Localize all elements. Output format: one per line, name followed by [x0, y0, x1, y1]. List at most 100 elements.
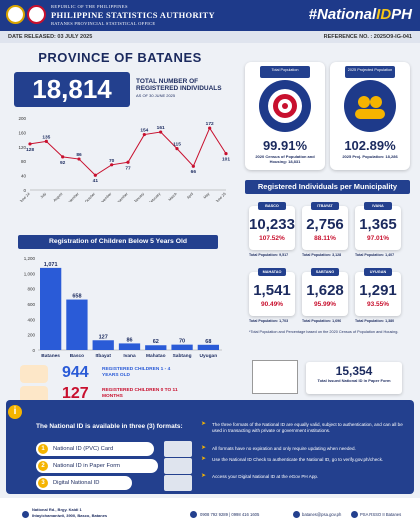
info-bullet: ➤ Use the National ID Check to authentica… — [201, 456, 384, 462]
data-point — [191, 164, 195, 168]
muni-pct: 97.01% — [366, 235, 390, 242]
data-label: 115 — [173, 142, 181, 148]
data-point — [126, 160, 130, 164]
muni-card-ivana: IVANA 1,365 97.01% — [355, 202, 401, 250]
reference-no: REFERENCE NO. : 2025O9-IG-041 — [323, 34, 412, 40]
muni-pop: Total Population: 1,696 — [302, 319, 342, 323]
muni-card-mahatao: MAHATAO 1,541 90.49% — [249, 268, 295, 316]
data-label: 161 — [157, 125, 165, 131]
data-label: 135 — [42, 134, 50, 140]
muni-count: 1,291 — [359, 282, 397, 299]
x-tick-label: Basco — [70, 353, 84, 359]
footer-phone: 0908 792 9289 | 0998 416 1605 — [200, 512, 260, 517]
data-label: 70 — [109, 158, 115, 164]
muni-pop: Total Population: 9,517 — [249, 253, 289, 257]
muni-name: ITBAYAT — [311, 202, 339, 210]
muni-pop: Total Population: 1,380 — [355, 319, 395, 323]
pop-card-note: 2020 Census of Population and Housing: 1… — [255, 154, 315, 164]
data-point — [175, 147, 179, 151]
muni-pop: Total Population: 3,128 — [302, 253, 342, 257]
footer: National Rd., Brgy. Kaidi 1 Ihtayichamani… — [0, 498, 420, 530]
x-tick-label: Batanes — [41, 353, 60, 359]
data-label: 1,071 — [44, 262, 58, 268]
facebook-icon — [351, 511, 358, 518]
data-point — [208, 126, 212, 130]
header-bar: REPUBLIC OF THE PHILIPPINES PHILIPPINE S… — [0, 0, 420, 31]
muni-pct: 95.99% — [313, 301, 337, 308]
x-tick-label: Uyugan — [200, 353, 218, 359]
muni-count: 1,628 — [306, 282, 344, 299]
kids-icon — [20, 365, 48, 383]
paper-id-label: Total Issued National ID in Paper Form — [317, 378, 391, 383]
children-0-11-label: REGISTERED CHILDREN 0 TO 11 MONTHS — [102, 388, 178, 399]
x-tick-label: June 25 — [215, 192, 227, 202]
x-tick-label: Itbayat — [95, 353, 111, 359]
format-label: Digital National ID — [53, 480, 100, 486]
data-point — [77, 157, 81, 161]
x-tick-label: August — [53, 192, 64, 202]
y-tick-label: 120 — [18, 145, 26, 150]
agency-name: PHILIPPINE STATISTICS AUTHORITY — [51, 10, 215, 20]
pop-card-caption: 2025 Projected Population — [345, 66, 395, 78]
data-label: 86 — [126, 337, 132, 343]
children-0-11-count: 127 — [62, 385, 89, 402]
info-icon: i — [8, 405, 22, 419]
muni-pct: 107.52% — [259, 235, 285, 242]
email-icon — [293, 511, 300, 518]
pop-card-pct: 99.91% — [262, 138, 308, 153]
muni-card-uyugan: UYUGAN 1,291 93.55% — [355, 268, 401, 316]
x-tick-label: April — [186, 192, 194, 200]
total-label: TOTAL NUMBER OF REGISTERED INDIVIDUALS — [136, 78, 222, 92]
data-label: 127 — [99, 334, 108, 340]
footer-address: National Rd., Brgy. Kaidi 1 Ihtayichamani… — [32, 507, 108, 518]
paper-id-total: 15,354 Total Issued National ID in Paper… — [306, 362, 402, 394]
muni-pct: 90.49% — [260, 301, 284, 308]
muni-count: 1,541 — [253, 282, 291, 299]
muni-pct: 88.11% — [314, 235, 336, 242]
data-label: 128 — [26, 147, 34, 153]
muni-card-sabtang: SABTANG 1,628 95.99% — [302, 268, 348, 316]
y-tick-label: 600 — [27, 302, 35, 307]
children-1-4-label: REGISTERED CHILDREN 1 - 4 YEARS OLD — [102, 367, 171, 378]
muni-pop: Total Population: 1,407 — [355, 253, 395, 257]
data-label: 101 — [222, 157, 230, 163]
pop-card-census: Total Population 99.91% 2020 Census of P… — [245, 62, 325, 170]
bar — [197, 344, 219, 350]
data-label: 86 — [76, 152, 82, 158]
data-point — [224, 152, 228, 156]
y-tick-label: 80 — [21, 159, 27, 164]
data-label: 66 — [191, 169, 197, 175]
data-label: 62 — [153, 339, 159, 345]
footer-facebook[interactable]: PSA RSSO II Batanes — [360, 512, 402, 517]
formats-title: The National ID is available in three (3… — [36, 423, 183, 430]
digital-id-image — [164, 475, 192, 491]
data-point — [159, 130, 163, 134]
y-tick-label: 400 — [27, 317, 35, 322]
x-tick-label: March — [168, 192, 178, 202]
info-bullet: ➤ All formats have no expiration and only… — [201, 445, 356, 451]
y-tick-label: 160 — [18, 130, 26, 135]
x-tick-label: February — [148, 192, 161, 202]
y-tick-label: 0 — [32, 348, 35, 353]
y-tick-label: 0 — [23, 188, 26, 193]
data-point — [142, 132, 146, 137]
muni-count: 2,756 — [306, 216, 344, 233]
muni-name: SABTANG — [311, 268, 339, 276]
hashtag: #NationalIDPH — [308, 6, 412, 23]
y-tick-label: 1,200 — [24, 256, 36, 261]
paper-id-image — [252, 360, 298, 394]
muni-name: BASCO — [258, 202, 286, 210]
data-point — [93, 173, 97, 177]
data-label: 658 — [72, 294, 81, 300]
office-name: BATANES PROVINCIAL STATISTICAL OFFICE — [51, 21, 156, 26]
x-tick-label: November — [98, 191, 113, 202]
people-icon — [344, 80, 396, 132]
location-icon — [22, 511, 29, 518]
children-bar-chart: 0 200 400 600 800 1,000 1,200 1,071 Batanes 658 Ba… — [24, 256, 222, 359]
baby-icon — [20, 386, 48, 404]
data-label: 92 — [60, 160, 66, 166]
paper-id-count: 15,354 — [335, 364, 373, 378]
footer-email[interactable]: batanes@psa.gov.ph — [302, 512, 342, 517]
y-tick-label: 200 — [18, 116, 26, 121]
total-registered: 18,814 — [14, 72, 130, 107]
